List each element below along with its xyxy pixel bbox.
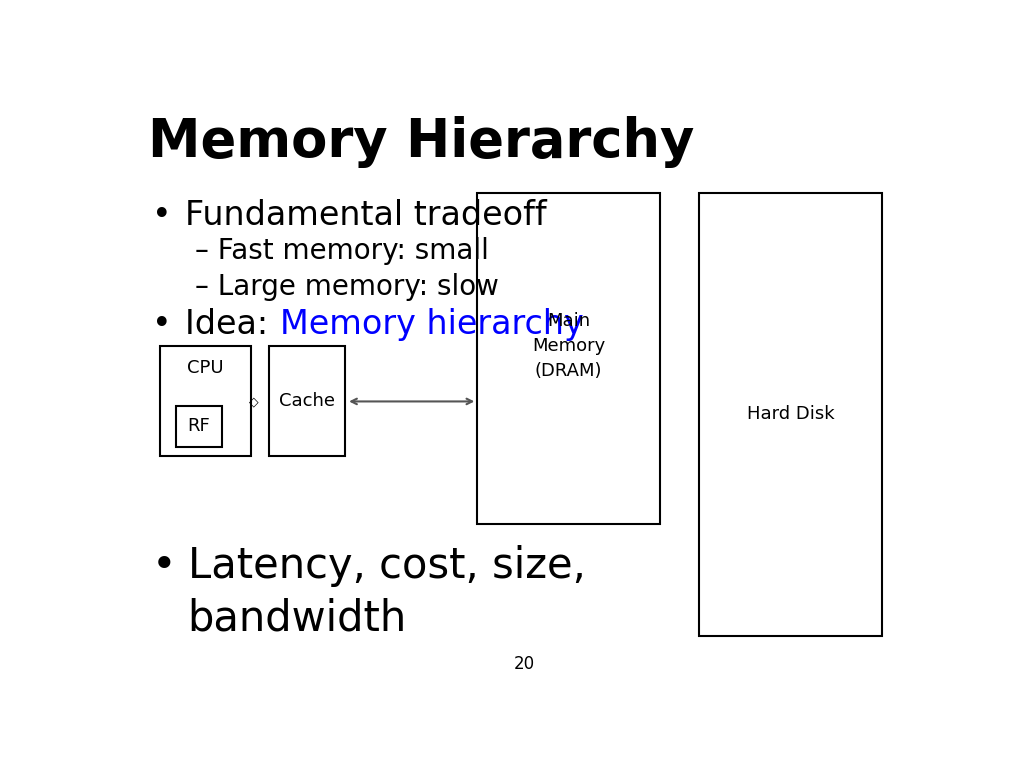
FancyBboxPatch shape bbox=[477, 193, 659, 524]
Text: ◇: ◇ bbox=[249, 395, 258, 408]
Text: – Fast memory: small: – Fast memory: small bbox=[196, 237, 489, 265]
Text: Idea:: Idea: bbox=[185, 308, 279, 341]
Text: bandwidth: bandwidth bbox=[187, 598, 407, 640]
Text: Main
Memory
(DRAM): Main Memory (DRAM) bbox=[531, 313, 605, 380]
Text: Cache: Cache bbox=[279, 392, 335, 410]
Text: CPU: CPU bbox=[187, 359, 223, 377]
Text: Latency, cost, size,: Latency, cost, size, bbox=[187, 545, 586, 587]
FancyBboxPatch shape bbox=[176, 406, 221, 447]
Text: •: • bbox=[152, 545, 176, 587]
Text: – Large memory: slow: – Large memory: slow bbox=[196, 273, 500, 300]
Text: 20: 20 bbox=[514, 655, 536, 673]
Text: RF: RF bbox=[187, 417, 210, 435]
Text: Fundamental tradeoff: Fundamental tradeoff bbox=[185, 199, 547, 232]
Text: Memory hierarchy: Memory hierarchy bbox=[281, 308, 584, 341]
FancyBboxPatch shape bbox=[160, 346, 251, 456]
FancyBboxPatch shape bbox=[699, 193, 882, 636]
Text: •: • bbox=[152, 308, 171, 341]
Text: Memory Hierarchy: Memory Hierarchy bbox=[147, 116, 694, 168]
Text: Hard Disk: Hard Disk bbox=[746, 406, 835, 423]
Text: •: • bbox=[152, 199, 171, 232]
FancyBboxPatch shape bbox=[269, 346, 345, 456]
